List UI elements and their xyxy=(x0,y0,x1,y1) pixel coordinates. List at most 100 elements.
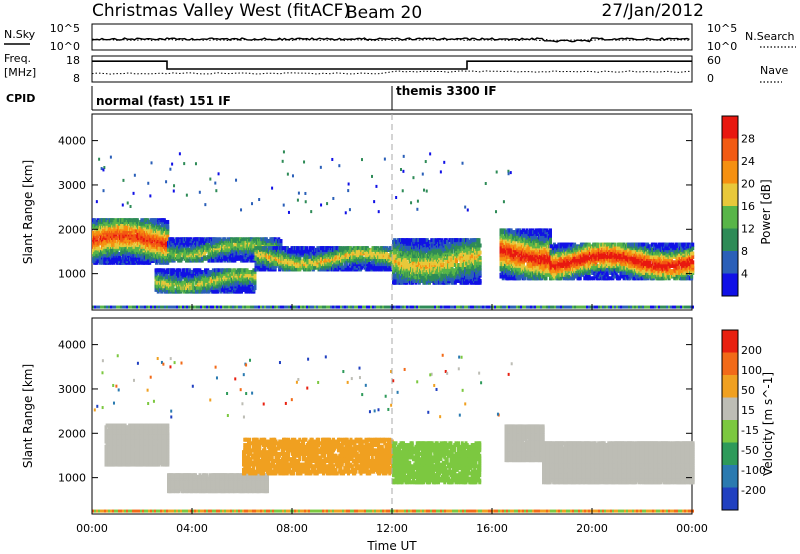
power-mark-3759 xyxy=(393,238,397,243)
power-mark-1578 xyxy=(217,268,221,273)
power-mark-1097 xyxy=(166,234,170,239)
power-mark-3371 xyxy=(344,249,348,254)
power-mark-2350 xyxy=(233,242,237,247)
power-mark-4196 xyxy=(423,238,427,243)
power-mark-378 xyxy=(117,251,121,256)
power-mark-2039 xyxy=(191,258,195,263)
power-mark-2336 xyxy=(231,244,235,249)
power-mark-2537 xyxy=(260,237,264,242)
power-mark-4053 xyxy=(414,275,418,280)
power-mark-1613 xyxy=(223,289,227,294)
power-mark-3464 xyxy=(356,246,360,251)
power-mark-3962 xyxy=(406,238,410,243)
nave-tick-bottom: 0 xyxy=(707,72,714,85)
power-mark-3137 xyxy=(314,265,318,270)
power-mark-1532 xyxy=(211,268,215,273)
power-mark-2245 xyxy=(218,237,222,242)
power-mark-2733 xyxy=(259,255,262,260)
power-mark-614 xyxy=(133,234,137,239)
nsky-label: N.Sky xyxy=(4,28,36,41)
power-mark-1560 xyxy=(216,289,220,294)
power-mark-1469 xyxy=(202,277,206,282)
power-mark-3163 xyxy=(317,251,321,256)
power-mark-3363 xyxy=(343,246,347,251)
power-mark-2084 xyxy=(196,242,200,247)
power-mark-1096 xyxy=(166,237,170,242)
power-mark-2004 xyxy=(186,237,190,242)
power-mark-1173 xyxy=(162,268,166,273)
power-mark-2093 xyxy=(197,246,201,251)
power-mark-1865 xyxy=(167,247,170,252)
nsearch-tick-top: 10^5 xyxy=(707,22,737,35)
power-mark-2447 xyxy=(249,255,253,260)
freq-tick-top: 18 xyxy=(66,54,80,67)
nsky-tick-top: 10^5 xyxy=(50,22,80,35)
power-mark-3711 xyxy=(389,246,393,251)
power-mark-4133 xyxy=(419,241,422,246)
freq-panel xyxy=(91,55,693,83)
power-mark-93 xyxy=(98,260,102,265)
power-mark-511 xyxy=(126,235,130,240)
power-mark-1386 xyxy=(191,282,195,287)
nsky-panel xyxy=(91,23,693,51)
power-mark-2144 xyxy=(206,242,210,247)
nave-series-line xyxy=(91,70,693,75)
power-mark-1103 xyxy=(166,219,170,224)
power-mark-2708 xyxy=(255,246,259,251)
power-mark-352 xyxy=(115,250,119,255)
freq-label-1: Freq. xyxy=(4,52,31,65)
power-mark-3064 xyxy=(302,246,306,251)
power-mark-1768 xyxy=(241,268,245,273)
frequency-series-line xyxy=(92,60,692,70)
power-mark-3388 xyxy=(347,267,351,272)
power-mark-3153 xyxy=(316,263,320,268)
power-mark-2837 xyxy=(272,246,276,251)
power-mark-2688 xyxy=(279,239,283,244)
power-mark-1400 xyxy=(193,286,197,291)
nsky-tick-bottom: 10^0 xyxy=(50,40,80,53)
date-label: 27/Jan/2012 xyxy=(601,1,704,21)
power-mark-3488 xyxy=(360,255,364,260)
freq-label-2: [MHz] xyxy=(4,66,36,79)
power-mark-3232 xyxy=(326,262,330,267)
nave-label: Nave xyxy=(760,64,788,77)
power-mark-2595 xyxy=(268,242,272,247)
power-mark-715 xyxy=(140,218,144,223)
power-mark-222 xyxy=(106,246,110,251)
cpid-segment-1-label: normal (fast) 151 IF xyxy=(96,94,231,108)
nsky-series-line xyxy=(91,37,690,43)
power-mark-2935 xyxy=(286,246,289,251)
nsearch-label: N.Search xyxy=(745,30,795,43)
beam-label: Beam 20 xyxy=(346,3,422,23)
power-mark-2992 xyxy=(293,267,297,272)
freq-tick-bottom: 8 xyxy=(73,72,80,85)
power-mark-2403 xyxy=(241,237,245,242)
power-mark-1857 xyxy=(253,273,257,278)
power-mark-1941 xyxy=(178,255,182,260)
power-mark-166 xyxy=(103,253,107,258)
power-mark-3033 xyxy=(298,256,302,261)
power-mark-2422 xyxy=(244,249,248,254)
power-mark-22 xyxy=(93,251,97,256)
power-mark-3967 xyxy=(407,266,411,271)
nave-tick-top: 60 xyxy=(707,54,721,67)
power-mark-3081 xyxy=(305,246,309,251)
cpid-label: CPID xyxy=(6,92,35,105)
power-mark-3593 xyxy=(373,246,377,251)
power-mark-552 xyxy=(129,218,133,223)
power-mark-954 xyxy=(155,218,158,223)
power-mark-3179 xyxy=(319,249,323,254)
power-mark-3772 xyxy=(394,248,398,253)
cpid-segment-2-label: themis 3300 IF xyxy=(396,84,497,98)
power-mark-2901 xyxy=(281,246,285,251)
power-mark-2334 xyxy=(231,249,235,254)
power-mark-1667 xyxy=(228,268,232,273)
power-mark-2860 xyxy=(275,246,279,251)
power-mark-2237 xyxy=(217,244,221,249)
power-mark-2419 xyxy=(243,237,247,242)
power-mark-1328 xyxy=(183,277,187,282)
power-mark-647 xyxy=(135,218,139,223)
power-mark-2113 xyxy=(200,256,204,261)
